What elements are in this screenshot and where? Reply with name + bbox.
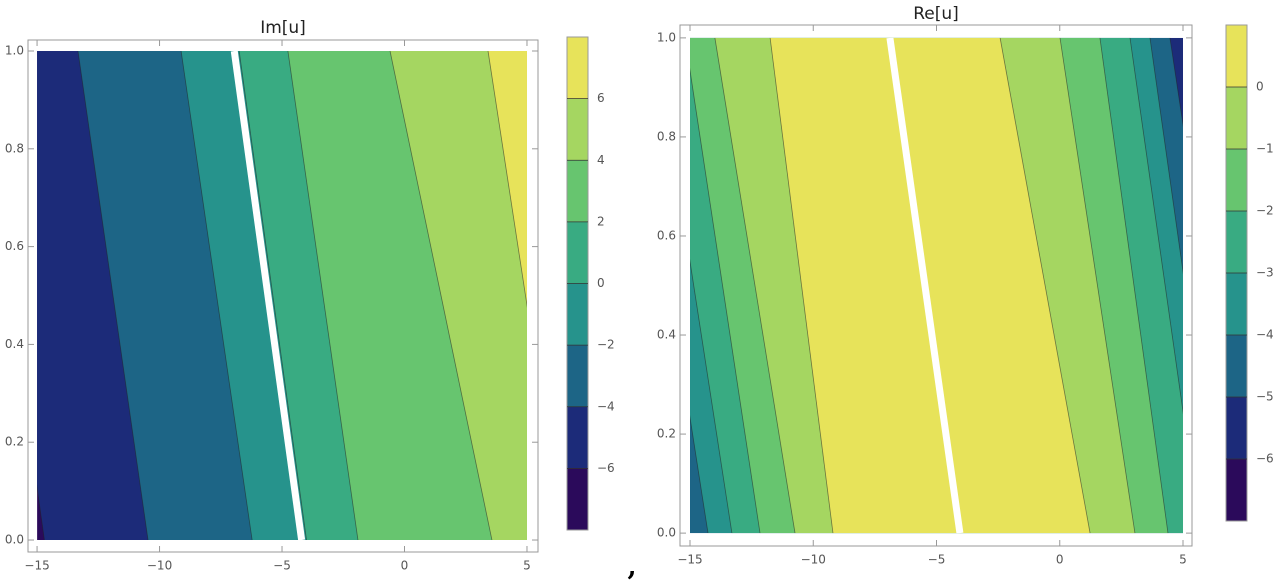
x-tick-label: −15: [677, 553, 702, 567]
frame: [679, 24, 1193, 547]
colorbar-band: [1226, 459, 1247, 521]
y-tick-label: 0.2: [5, 435, 24, 449]
contour-line: [487, 51, 527, 308]
colorbar-tick-label: 0: [1256, 80, 1264, 94]
contour-line: [1149, 37, 1184, 275]
colorbar-tick-label: 6: [597, 91, 605, 105]
colorbar-band: [567, 283, 588, 346]
x-tick-label: −10: [147, 559, 172, 573]
colorbar-tick-label: 2: [597, 214, 605, 228]
colorbar-tick-label: −3: [1256, 266, 1274, 280]
contour-line: [1129, 37, 1184, 415]
contour-line: [690, 258, 733, 534]
chart-title: Im[u]: [260, 18, 306, 38]
contour-line: [999, 37, 1091, 534]
colorbar-tick-label: −6: [1256, 452, 1274, 466]
colorbar-band: [567, 160, 588, 222]
contour-fill: [390, 51, 527, 541]
colorbar-band: [1226, 273, 1247, 335]
y-tick-label: 0.6: [5, 239, 24, 253]
x-tick-label: 0: [401, 559, 409, 573]
contour-line: [238, 51, 307, 541]
y-tick-label: 0.6: [657, 228, 676, 242]
contour-line: [690, 415, 709, 534]
plot-area: [690, 37, 1184, 534]
y-tick-label: 0.0: [5, 533, 24, 547]
colorbar-tick-label: 4: [597, 153, 605, 167]
contour-line: [77, 51, 149, 541]
contour-line: [389, 51, 493, 541]
colorbar-tick-label: −6: [597, 461, 615, 475]
contour-line: [287, 51, 359, 541]
colorbar-band: [567, 37, 588, 99]
y-tick-label: 0.8: [5, 141, 24, 155]
x-tick-label: −15: [24, 559, 49, 573]
y-tick-label: 1.0: [657, 30, 676, 44]
separator: ,: [627, 552, 636, 582]
contour-line: [714, 37, 796, 534]
colorbar-tick-label: −4: [1256, 328, 1274, 342]
x-tick-label: −10: [801, 553, 826, 567]
colorbar-tick-label: −2: [597, 338, 615, 352]
branch-cut: [230, 51, 306, 541]
colorbar-tick-label: −5: [1256, 390, 1274, 404]
contour-line: [769, 37, 834, 534]
y-tick-label: 0.0: [657, 526, 676, 540]
colorbar-band: [1226, 335, 1247, 397]
y-tick-label: 1.0: [5, 44, 24, 58]
contour-fill: [770, 37, 1091, 534]
colorbar-tick-label: −1: [1256, 142, 1274, 156]
colorbar-band: [1226, 397, 1247, 459]
x-tick-label: 0: [1056, 553, 1064, 567]
colorbar-tick-label: −2: [1256, 204, 1274, 218]
colorbar-band: [1226, 25, 1247, 87]
colorbar-band: [1226, 149, 1247, 211]
colorbar-band: [567, 406, 588, 469]
branch-cut: [886, 37, 964, 534]
colorbar-band: [1226, 211, 1247, 273]
y-tick-label: 0.4: [657, 328, 676, 342]
colorbar-band: [567, 468, 588, 530]
contour-line: [1169, 37, 1184, 128]
colorbar-band: [1226, 87, 1247, 149]
x-tick-label: 5: [1179, 553, 1187, 567]
contour-line: [1059, 37, 1136, 534]
x-tick-label: −5: [273, 559, 291, 573]
colorbar-band: [567, 221, 588, 284]
y-tick-label: 0.2: [657, 427, 676, 441]
plot-area: [37, 51, 527, 541]
colorbar-band: [567, 98, 588, 161]
colorbar-tick-label: −4: [597, 399, 615, 413]
y-tick-label: 0.8: [657, 129, 676, 143]
chart-title: Re[u]: [913, 4, 959, 24]
contour-line: [1099, 37, 1169, 534]
colorbar-tick-label: 0: [597, 276, 605, 290]
colorbar-band: [567, 345, 588, 407]
x-tick-label: 5: [523, 559, 531, 573]
y-tick-label: 0.4: [5, 337, 24, 351]
contour-line: [690, 67, 761, 534]
x-tick-label: −5: [928, 553, 946, 567]
contour-line: [180, 51, 253, 541]
frame: [27, 39, 539, 553]
